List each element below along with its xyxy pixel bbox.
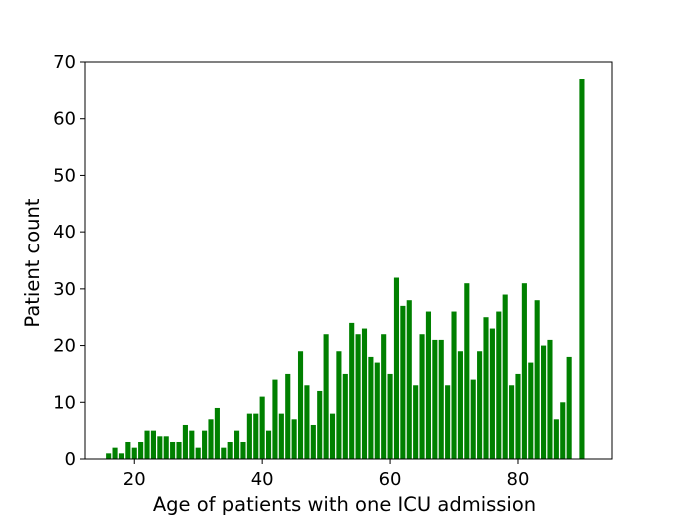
bar-age-30 (195, 447, 201, 459)
y-tick-label: 70 (53, 52, 76, 73)
bar-age-27 (176, 441, 182, 459)
x-tick-label: 40 (251, 469, 274, 490)
bar-age-75 (483, 317, 489, 459)
bar-age-32 (208, 419, 214, 459)
bar-age-69 (445, 385, 451, 459)
bar-age-78 (502, 294, 508, 459)
bar-age-88 (566, 356, 572, 459)
y-tick-label: 30 (53, 279, 76, 300)
y-tick-label: 40 (53, 222, 76, 243)
bar-age-31 (202, 430, 208, 459)
bar-age-24 (157, 436, 163, 459)
bar-age-33 (214, 407, 220, 459)
bar-age-60 (387, 373, 393, 459)
bar-age-34 (221, 447, 227, 459)
bar-age-84 (541, 345, 547, 459)
bar-age-79 (509, 385, 515, 459)
bar-age-81 (521, 283, 527, 459)
bar-age-67 (432, 339, 438, 459)
bar-age-53 (342, 373, 348, 459)
bar-age-58 (374, 362, 380, 459)
x-tick-label: 20 (123, 469, 146, 490)
bar-age-71 (457, 351, 463, 459)
bar-age-45 (291, 419, 297, 459)
bar-age-90 (579, 79, 585, 459)
bar-age-21 (138, 441, 144, 459)
bar-age-64 (413, 385, 419, 459)
bar-age-61 (393, 277, 400, 459)
bar-age-72 (464, 283, 470, 459)
bar-age-19 (125, 441, 131, 459)
bar-age-49 (317, 390, 323, 459)
y-tick-label: 10 (53, 392, 76, 413)
bar-age-54 (349, 322, 355, 459)
bar-age-42 (272, 379, 278, 459)
bar-age-56 (361, 328, 368, 459)
bar-age-62 (400, 305, 406, 459)
bar-age-46 (297, 351, 304, 459)
bar-age-38 (246, 413, 252, 459)
bar-age-16 (106, 453, 112, 459)
bar-age-74 (477, 351, 483, 459)
bar-age-52 (336, 351, 342, 459)
bar-age-77 (496, 311, 502, 459)
y-axis-label: Patient count (21, 198, 44, 327)
bar-age-43 (278, 413, 284, 459)
bar-age-44 (285, 373, 291, 459)
bar-age-65 (419, 334, 425, 459)
bar-age-23 (150, 430, 156, 459)
plot-frame (84, 61, 613, 460)
x-axis-label: Age of patients with one ICU admission (153, 493, 536, 516)
x-axis-ticks: 20 40 60 80 (123, 459, 530, 490)
bar-age-40 (259, 396, 265, 459)
bar-age-83 (534, 300, 540, 459)
bar-age-82 (528, 362, 534, 459)
bar-age-29 (189, 430, 195, 459)
bar-age-68 (438, 339, 444, 459)
bar-age-87 (560, 402, 566, 459)
y-tick-label: 60 (53, 109, 76, 130)
bar-age-37 (240, 441, 246, 459)
bar-age-22 (144, 430, 150, 459)
bar-age-57 (368, 356, 374, 459)
y-tick-label: 50 (53, 165, 76, 186)
x-tick-label: 80 (507, 469, 530, 490)
bar-age-51 (329, 413, 336, 459)
bar-age-26 (170, 441, 176, 459)
bar-age-70 (451, 311, 457, 459)
bar-age-47 (304, 385, 310, 459)
bar-age-85 (547, 339, 553, 459)
bars-group (106, 79, 585, 459)
bar-age-18 (118, 453, 125, 459)
y-axis-ticks: 0 10 20 30 40 50 60 70 (53, 52, 85, 470)
y-tick-label: 0 (65, 449, 76, 470)
bar-age-80 (515, 373, 521, 459)
bar-age-48 (310, 424, 316, 459)
bar-age-39 (253, 413, 259, 459)
bar-age-73 (470, 379, 476, 459)
bar-age-55 (355, 334, 361, 459)
bar-age-59 (381, 334, 387, 459)
bar-age-17 (112, 447, 118, 459)
bar-age-28 (182, 424, 188, 459)
bar-age-36 (234, 430, 240, 459)
bar-age-20 (131, 447, 137, 459)
y-tick-label: 20 (53, 336, 76, 357)
bar-age-86 (553, 419, 559, 459)
bar-age-35 (227, 441, 233, 459)
bar-age-41 (265, 430, 272, 459)
bar-age-76 (489, 328, 495, 459)
bar-age-66 (425, 311, 432, 459)
bar-age-25 (163, 436, 169, 459)
bar-age-50 (323, 334, 329, 459)
x-tick-label: 60 (379, 469, 402, 490)
bar-age-63 (406, 300, 412, 459)
